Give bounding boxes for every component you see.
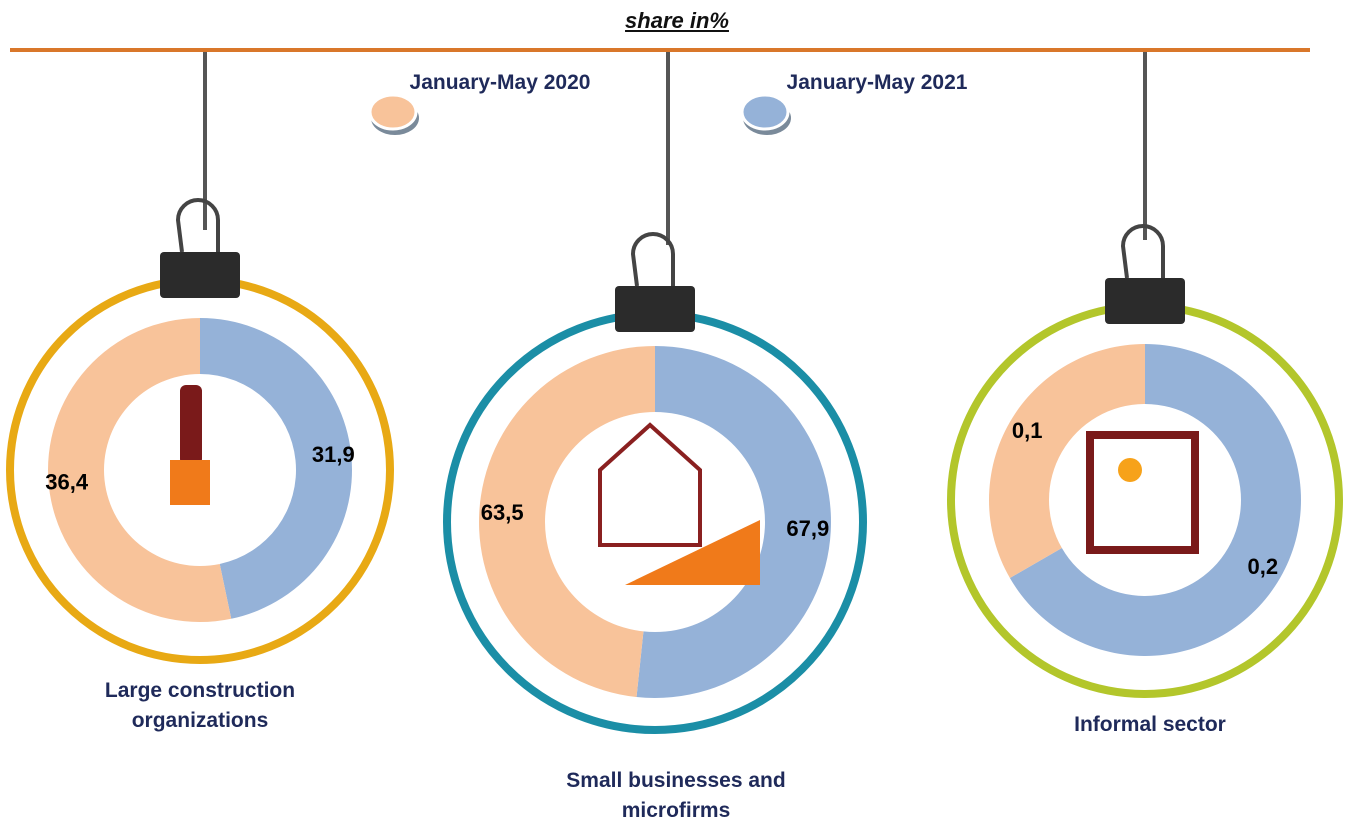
data-label: 31,9 bbox=[312, 442, 355, 467]
donut-hole bbox=[547, 414, 763, 630]
clip-wire bbox=[1120, 224, 1165, 279]
data-label: 63,5 bbox=[481, 500, 524, 525]
data-label: 67,9 bbox=[786, 516, 829, 541]
clip bbox=[160, 252, 240, 298]
icon bbox=[598, 422, 702, 547]
clip bbox=[615, 286, 695, 332]
icon bbox=[1086, 431, 1199, 554]
strings bbox=[203, 52, 1147, 245]
donut-segment bbox=[1009, 344, 1301, 656]
clip bbox=[1105, 278, 1185, 324]
clip-wire bbox=[175, 198, 220, 253]
donut-segment bbox=[200, 318, 352, 619]
icon bbox=[180, 385, 202, 465]
donut-segment bbox=[636, 346, 831, 698]
donut-segment bbox=[478, 346, 655, 698]
data-label: 0,1 bbox=[1012, 418, 1043, 443]
icon bbox=[625, 520, 760, 585]
chart-title: share in% bbox=[625, 8, 729, 33]
legend-swatch bbox=[740, 93, 790, 131]
donut-segment bbox=[47, 318, 232, 622]
clip-wire bbox=[630, 232, 675, 287]
data-label: 0,2 bbox=[1247, 554, 1278, 579]
category-label: Large construction organizations bbox=[104, 679, 296, 732]
icon bbox=[170, 460, 210, 505]
icon bbox=[1118, 458, 1142, 482]
category-label: Small businesses and microfirms bbox=[566, 769, 786, 822]
donut-segment bbox=[988, 344, 1145, 578]
legend-label: January-May 2020 bbox=[409, 71, 591, 94]
legend-label: January-May 2021 bbox=[786, 71, 968, 94]
data-label: 36,4 bbox=[45, 470, 89, 495]
legend-swatch bbox=[368, 93, 418, 131]
category-label: Informal sector bbox=[1074, 713, 1226, 736]
